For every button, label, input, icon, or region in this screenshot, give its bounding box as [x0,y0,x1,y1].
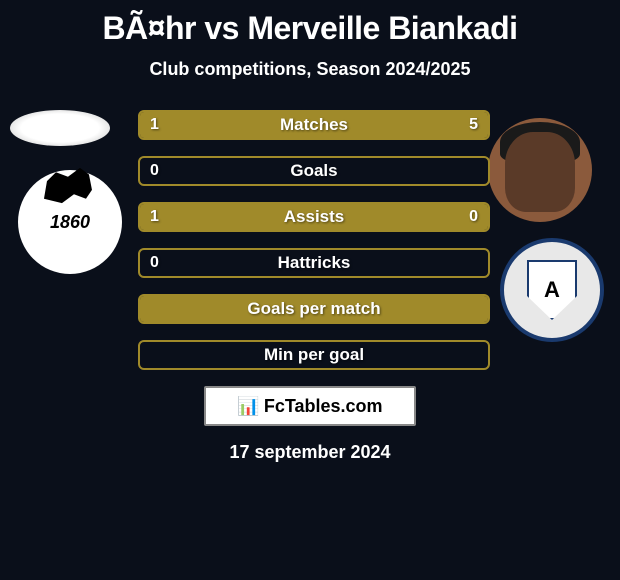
chart-icon: 📊 [237,396,259,417]
stat-bar-hattricks: 0 Hattricks [138,248,490,278]
brand-text: FcTables.com [264,396,383,417]
bar-fill-left [140,204,401,230]
bar-value-right: 5 [469,116,478,134]
stat-bar-min-per-goal: Min per goal [138,340,490,370]
branding-box[interactable]: 📊 FcTables.com [204,386,416,426]
bar-value-right: 0 [469,208,478,226]
bar-fill-left [140,112,198,138]
bar-label: Goals per match [247,299,380,319]
avatar-face [505,132,575,212]
club-left-year: 1860 [50,212,90,233]
stat-bar-goals-per-match: Goals per match [138,294,490,324]
bar-label: Assists [284,207,344,227]
bar-label: Goals [290,161,337,181]
comparison-content: 1860 A 1 5 Matches 0 Goals 1 0 Assists 0 Hattrick… [0,110,620,463]
bar-label: Hattricks [278,253,351,273]
page-subtitle: Club competitions, Season 2024/2025 [0,59,620,80]
bar-label: Min per goal [264,345,364,365]
bar-value-left: 1 [150,208,159,226]
bar-value-left: 1 [150,116,159,134]
stat-bar-matches: 1 5 Matches [138,110,490,140]
stat-bar-assists: 1 0 Assists [138,202,490,232]
club-left-badge: 1860 [18,170,122,274]
bar-label: Matches [280,115,348,135]
player-left-avatar [10,110,110,146]
bar-value-left: 0 [150,162,159,180]
player-right-avatar [488,118,592,222]
stat-bars: 1 5 Matches 0 Goals 1 0 Assists 0 Hattricks Goals … [138,110,490,370]
club-right-badge: A [500,238,604,342]
page-title: BÃ¤hr vs Merveille Biankadi [0,0,620,47]
bar-value-left: 0 [150,254,159,272]
date-label: 17 september 2024 [0,442,620,463]
stat-bar-goals: 0 Goals [138,156,490,186]
club-right-letter: A [527,260,577,320]
